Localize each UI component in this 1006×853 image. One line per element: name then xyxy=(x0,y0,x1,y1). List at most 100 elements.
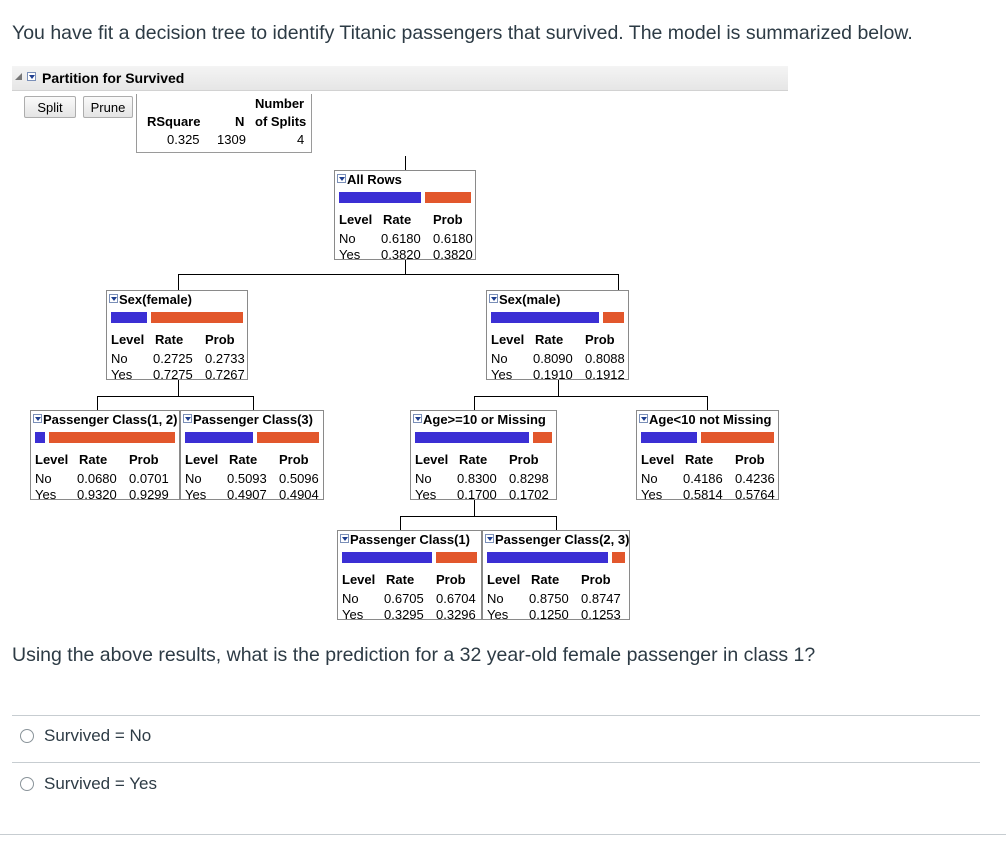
no-cell: No xyxy=(35,471,52,486)
n-value: 1309 xyxy=(217,132,246,147)
number-header: Number xyxy=(255,96,305,111)
node-passenger-class-1-2[interactable]: Passenger Class(1, 2) Level Rate Prob No 0.06… xyxy=(30,410,180,502)
no-cell: No xyxy=(641,471,658,486)
header-cell: Rate xyxy=(155,332,184,347)
yes-rate-bar xyxy=(701,432,774,443)
no-cell: 0.6180 xyxy=(381,231,421,246)
yes-cell: Yes xyxy=(641,487,663,502)
yes-cell: 0.7267 xyxy=(205,367,245,382)
yes-cell: 0.3296 xyxy=(436,607,476,622)
connector-line xyxy=(97,396,253,397)
node-passenger-class-3[interactable]: Passenger Class(3) Level Rate Prob No 0.5093 0… xyxy=(180,410,324,502)
header-cell: Rate xyxy=(459,452,488,467)
connector-line xyxy=(556,516,557,530)
yes-cell: 0.3295 xyxy=(384,607,424,622)
header-cell: Prob xyxy=(436,572,466,587)
yes-cell: 0.1702 xyxy=(509,487,549,502)
yes-cell: 0.1700 xyxy=(457,487,497,502)
node-passenger-class-2-3[interactable]: Passenger Class(2, 3) Level Rate Prob No 0.87… xyxy=(482,530,630,622)
panel-header[interactable]: Partition for Survived xyxy=(12,66,788,91)
no-rate-bar xyxy=(185,432,253,443)
node-all-rows[interactable]: All Rows Level Rate Prob No 0.6180 0.6180 Yes 0.… xyxy=(334,170,476,262)
yes-cell: 0.5764 xyxy=(735,487,775,502)
connector-line xyxy=(400,516,556,517)
yes-cell: 0.1250 xyxy=(529,607,569,622)
header-cell: Rate xyxy=(685,452,714,467)
no-rate-bar xyxy=(487,552,608,563)
red-triangle-menu-icon[interactable] xyxy=(413,414,422,423)
no-cell: No xyxy=(339,231,356,246)
answer-option-yes[interactable]: Survived = Yes xyxy=(20,774,157,794)
no-cell: No xyxy=(415,471,432,486)
answer-option-no[interactable]: Survived = No xyxy=(20,726,151,746)
rsquare-header: RSquare xyxy=(147,114,201,129)
node-title: All Rows xyxy=(347,172,402,187)
red-triangle-menu-icon[interactable] xyxy=(183,414,192,423)
node-title: Sex(male) xyxy=(499,292,561,307)
header-cell: Rate xyxy=(79,452,108,467)
node-title: Passenger Class(1) xyxy=(350,532,470,547)
yes-rate-bar xyxy=(533,432,552,443)
connector-line xyxy=(707,396,708,410)
node-age-ge10-or-missing[interactable]: Age>=10 or Missing Level Rate Prob No 0.8300 0… xyxy=(410,410,557,502)
node-age-lt10-not-missing[interactable]: Age<10 not Missing Level Rate Prob No 0.4186 0… xyxy=(636,410,779,502)
connector-line xyxy=(405,260,406,274)
partition-panel: Partition for Survived Split Prune Numbe… xyxy=(12,66,788,626)
no-cell: No xyxy=(111,351,128,366)
header-cell: Rate xyxy=(535,332,564,347)
node-sex-male[interactable]: Sex(male) Level Rate Prob No 0.8090 0.8088 Yes 0… xyxy=(486,290,629,382)
connector-line xyxy=(178,274,179,290)
header-cell: Level xyxy=(641,452,675,467)
yes-cell: 0.4904 xyxy=(279,487,319,502)
header-cell: Rate xyxy=(531,572,560,587)
yes-rate-bar xyxy=(49,432,175,443)
node-passenger-class-1[interactable]: Passenger Class(1) Level Rate Prob No 0.6705 0… xyxy=(337,530,482,622)
no-cell: 0.4236 xyxy=(735,471,775,486)
header-cell: Level xyxy=(339,212,373,227)
collapse-triangle-icon[interactable] xyxy=(15,73,23,81)
no-cell: 0.5093 xyxy=(227,471,267,486)
no-cell: 0.2733 xyxy=(205,351,245,366)
panel-title: Partition for Survived xyxy=(42,70,185,86)
yes-cell: 0.3820 xyxy=(433,247,473,262)
red-triangle-menu-icon[interactable] xyxy=(27,72,36,81)
node-title: Passenger Class(1, 2) xyxy=(43,412,178,427)
red-triangle-menu-icon[interactable] xyxy=(33,414,42,423)
yes-cell: Yes xyxy=(35,487,57,502)
no-rate-bar xyxy=(342,552,432,563)
red-triangle-menu-icon[interactable] xyxy=(639,414,648,423)
header-cell: Level xyxy=(491,332,525,347)
connector-line xyxy=(474,396,707,397)
yes-cell: Yes xyxy=(339,247,361,262)
connector-line xyxy=(558,376,559,396)
no-cell: 0.8088 xyxy=(585,351,625,366)
no-cell: 0.8090 xyxy=(533,351,573,366)
header-cell: Level xyxy=(35,452,69,467)
node-sex-female[interactable]: Sex(female) Level Rate Prob No 0.2725 0.2733 Ye… xyxy=(106,290,248,382)
red-triangle-menu-icon[interactable] xyxy=(337,174,346,183)
header-cell: Rate xyxy=(383,212,412,227)
yes-rate-bar xyxy=(603,312,624,323)
yes-cell: 0.3820 xyxy=(381,247,421,262)
rsquare-value: 0.325 xyxy=(167,132,200,147)
header-cell: Prob xyxy=(205,332,235,347)
yes-cell: 0.9320 xyxy=(77,487,117,502)
yes-cell: 0.5814 xyxy=(683,487,723,502)
yes-cell: Yes xyxy=(415,487,437,502)
yes-rate-bar xyxy=(425,192,471,203)
red-triangle-menu-icon[interactable] xyxy=(489,294,498,303)
split-button[interactable]: Split xyxy=(24,96,76,118)
radio-button-icon[interactable] xyxy=(20,777,34,791)
answer-label: Survived = No xyxy=(44,726,152,745)
header-cell: Level xyxy=(185,452,219,467)
yes-cell: 0.1912 xyxy=(585,367,625,382)
node-title: Sex(female) xyxy=(119,292,192,307)
red-triangle-menu-icon[interactable] xyxy=(340,534,349,543)
n-header: N xyxy=(235,114,245,129)
no-cell: 0.0680 xyxy=(77,471,117,486)
radio-button-icon[interactable] xyxy=(20,729,34,743)
red-triangle-menu-icon[interactable] xyxy=(109,294,118,303)
prune-button[interactable]: Prune xyxy=(83,96,133,118)
red-triangle-menu-icon[interactable] xyxy=(485,534,494,543)
connector-line xyxy=(178,274,619,275)
